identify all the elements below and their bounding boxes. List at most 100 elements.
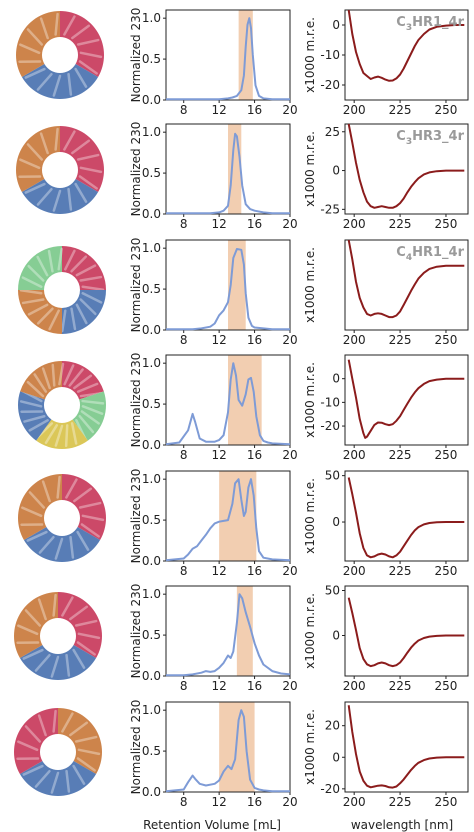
- helix: [63, 15, 76, 36]
- helix: [51, 363, 56, 387]
- helix: [67, 187, 73, 211]
- subunit-red: [62, 246, 106, 290]
- x-tick-label: 225: [389, 679, 412, 693]
- helix: [19, 289, 43, 295]
- helix: [17, 740, 39, 752]
- sec-trace: [166, 593, 291, 677]
- y-axis-label: x1000 m.r.e.: [303, 709, 317, 785]
- helix: [26, 380, 45, 398]
- y-tick-label: -20: [320, 419, 340, 433]
- helix: [64, 249, 76, 271]
- sec-trace: [166, 248, 290, 331]
- trimer-ring-icon: [16, 11, 104, 99]
- helix: [80, 410, 100, 425]
- helix: [69, 721, 89, 737]
- helix: [54, 424, 64, 447]
- sec-trace: [165, 362, 291, 446]
- helix: [19, 400, 43, 408]
- helix: [71, 139, 91, 155]
- y-tick-label: 50: [325, 584, 340, 598]
- x-tick-label: 250: [435, 448, 458, 462]
- cd-panel-row-4: 200 225 250 -20 -10 0 x1000 m.r.e.: [303, 354, 469, 462]
- x-tick-label: 16: [247, 217, 262, 231]
- x-tick-label: 200: [343, 333, 366, 347]
- helix: [50, 655, 60, 678]
- helix: [34, 653, 51, 672]
- helix: [65, 653, 71, 677]
- y-tick-label: 0.5: [142, 397, 161, 411]
- helix: [79, 275, 103, 282]
- cd-panel-row-2: 200 225 250 -25 0 25 x1000 m.r.e. C3HR3_4r: [303, 123, 469, 231]
- y-tick-label: 0.0: [142, 785, 161, 799]
- helix: [75, 264, 97, 277]
- cd-spectrum: [347, 705, 465, 789]
- y-tick-label: 50: [325, 469, 340, 483]
- y-tick-label: 0.5: [142, 513, 161, 527]
- x-tick-label: 200: [343, 795, 366, 809]
- helix: [74, 67, 88, 88]
- helix: [78, 60, 98, 75]
- cd-spectrum: [347, 9, 465, 82]
- y-tick-label: 0.0: [142, 554, 161, 568]
- helix: [61, 712, 74, 733]
- helix: [81, 405, 104, 415]
- helix: [36, 187, 53, 206]
- helix: [37, 714, 47, 737]
- x-tick-label: 16: [247, 333, 262, 347]
- x-tick-label: 16: [247, 103, 262, 117]
- sec-x-axis-label: Retention Volume [mL]: [143, 818, 281, 832]
- x-tick-label: 12: [212, 333, 227, 347]
- sec-trace: [166, 17, 290, 101]
- helix: [24, 725, 42, 743]
- x-tick-label: 16: [247, 564, 262, 578]
- y-axis-label: x1000 m.r.e.: [303, 17, 317, 93]
- helix: [76, 382, 99, 393]
- plot-frame: [344, 701, 469, 793]
- helix: [21, 276, 43, 288]
- y-axis-label: Normalized 230: [129, 469, 143, 564]
- x-tick-label: 16: [247, 795, 262, 809]
- protein-structures: [14, 11, 106, 796]
- y-tick-label: 1.0: [142, 356, 161, 370]
- subunit-red: [62, 361, 104, 400]
- x-tick-label: 12: [212, 795, 227, 809]
- subunit-blue: [23, 527, 101, 562]
- helix: [77, 632, 101, 640]
- helix: [77, 748, 101, 756]
- helix: [33, 373, 48, 393]
- fraction-band: [219, 471, 257, 561]
- subunit-red: [60, 11, 104, 77]
- y-tick-label: 1.0: [142, 703, 161, 717]
- helix: [27, 303, 49, 316]
- helix: [27, 264, 45, 282]
- helix: [48, 309, 60, 331]
- helix: [73, 487, 93, 503]
- y-tick-label: 0.0: [142, 438, 161, 452]
- helix: [54, 12, 59, 36]
- y-tick-label: -20: [320, 78, 340, 92]
- subunit-blue: [62, 290, 106, 334]
- helix: [37, 598, 47, 621]
- x-tick-label: 20: [282, 564, 297, 578]
- y-tick-label: 0.5: [142, 744, 161, 758]
- plot-frame: [165, 585, 291, 677]
- x-tick-label: 8: [180, 795, 188, 809]
- helix: [81, 285, 105, 291]
- y-tick-label: 0.5: [142, 166, 161, 180]
- subunit-red: [60, 126, 104, 192]
- helix: [56, 475, 61, 499]
- helix: [19, 158, 41, 170]
- x-tick-label: 8: [180, 103, 188, 117]
- y-axis-label: Normalized 230: [129, 353, 143, 448]
- subunit-orange: [14, 592, 58, 658]
- x-tick-label: 225: [389, 564, 412, 578]
- subunit-yellow: [36, 419, 88, 449]
- y-tick-label: 1.0: [142, 241, 161, 255]
- subunit-orange: [58, 708, 102, 774]
- x-tick-label: 12: [212, 103, 227, 117]
- x-tick-label: 225: [389, 795, 412, 809]
- y-axis-label: x1000 m.r.e.: [303, 362, 317, 438]
- sec-trace: [166, 132, 290, 215]
